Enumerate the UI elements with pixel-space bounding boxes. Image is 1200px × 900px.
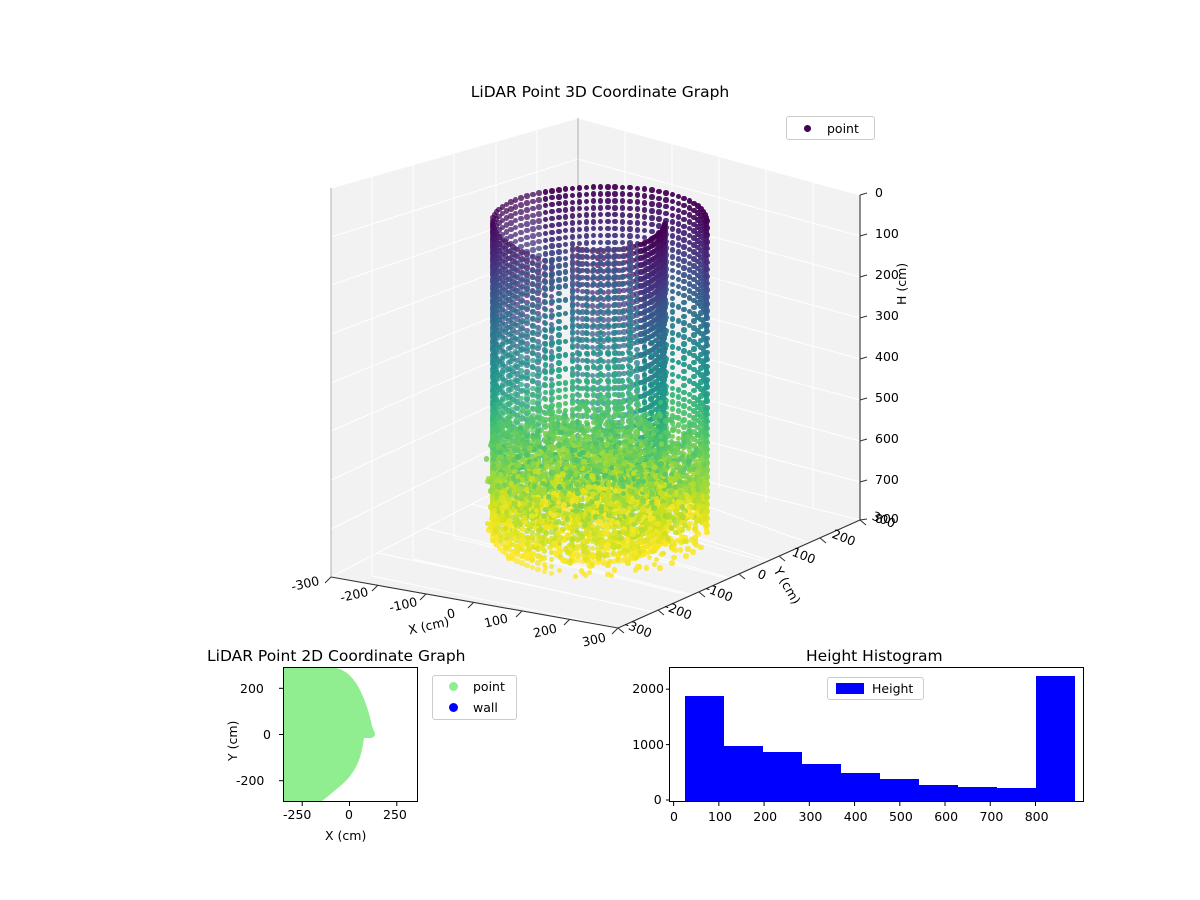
hist-y-tick: 1000 [632,737,664,752]
histogram-bar [958,787,997,801]
histogram-bar [724,746,763,801]
hist-x-tick: 500 [889,809,913,824]
hist-y-tick: 2000 [632,681,664,696]
legend-hist-label-height: Height [872,681,913,696]
panel-3d-title: LiDAR Point 3D Coordinate Graph [0,83,1200,101]
lidar-2d-scatter [284,668,417,801]
ax2d-y-tick-1: 0 [263,727,271,742]
hist-x-tick: 400 [844,809,868,824]
legend-3d: point [786,116,875,140]
hist-y-tick: 0 [654,792,662,807]
ax2d-y-axis-label: Y (cm) [225,721,240,761]
z-tick-6: 600 [875,431,899,446]
ax2d-x-tick-2: 250 [383,807,407,822]
ax2d-x-tick-1: 0 [345,807,353,822]
legend-3d-entry-point: point [787,117,874,139]
ax2d-y-tick-0: 200 [240,681,264,696]
hist-x-tick: 200 [753,809,777,824]
lidar-2d-axes [283,667,418,802]
wall-marker-icon [433,703,473,712]
panel-2d-title: LiDAR Point 2D Coordinate Graph [207,647,465,665]
histogram-bar [802,764,841,801]
matplotlib-figure: LiDAR Point 3D Coordinate Graph [0,0,1200,900]
z-axis-label: H (cm) [894,263,909,305]
lidar-3d-axes: 0 100 200 300 400 500 600 700 800 H (cm)… [300,100,920,640]
histogram-bar [763,752,802,801]
hist-x-tick: 0 [670,809,678,824]
ax2d-x-axis-label: X (cm) [325,828,366,843]
z-tick-1: 100 [875,226,899,241]
legend-2d-label-point: point [473,679,505,694]
legend-hist: Height [827,677,924,700]
histogram-bar [919,785,958,801]
hist-x-tick: 600 [934,809,958,824]
z-tick-0: 0 [875,185,883,200]
point-marker-icon [433,682,473,691]
hist-x-tick: 700 [979,809,1003,824]
histogram-bar [841,773,880,801]
point-marker-icon [787,125,827,132]
lidar-3d-canvas [300,100,920,640]
z-tick-4: 400 [875,349,899,364]
histogram-bar [1036,676,1075,801]
legend-3d-label-point: point [827,121,859,136]
panel-hist-title: Height Histogram [806,647,943,665]
histogram-bar [880,779,919,801]
histogram-bar [997,788,1036,801]
z-tick-5: 500 [875,390,899,405]
hist-x-tick: 800 [1025,809,1049,824]
ax2d-x-tick-0: -250 [283,807,311,822]
hist-x-tick: 100 [708,809,732,824]
legend-2d-entry-wall: wall [433,697,516,718]
z-tick-7: 700 [875,472,899,487]
hist-x-tick: 300 [799,809,823,824]
ax2d-y-tick-2: -200 [236,773,264,788]
legend-2d-entry-point: point [433,676,516,697]
z-tick-3: 300 [875,308,899,323]
legend-hist-entry-height: Height [828,678,923,699]
height-patch-icon [828,683,872,694]
legend-2d-label-wall: wall [473,700,498,715]
legend-2d: point wall [432,675,517,720]
histogram-bar [685,696,724,801]
